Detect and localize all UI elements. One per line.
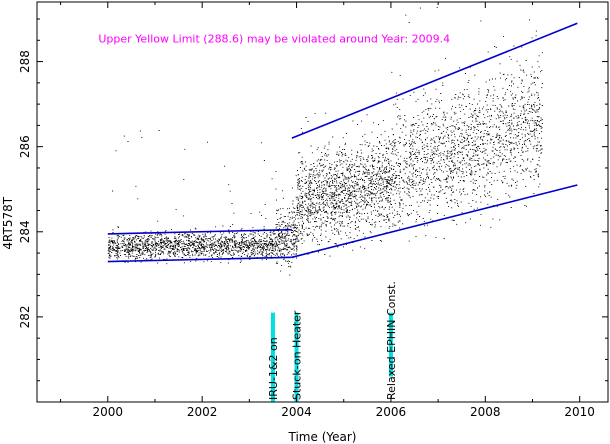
x-tick-label: 2008	[470, 405, 501, 419]
x-tick-label: 2010	[564, 405, 595, 419]
event-marker	[270, 312, 275, 402]
data-points	[107, 6, 543, 276]
y-tick-label: 282	[18, 305, 32, 328]
y-tick-label: 288	[18, 50, 32, 73]
y-tick-label: 286	[18, 135, 32, 158]
trend-line	[291, 184, 578, 259]
event-label: Stuck-on Heater	[291, 310, 304, 400]
plot-frame	[36, 1, 609, 403]
event-markers	[270, 312, 393, 402]
event-labels: IRU-1&2 on Stuck-on Heater Relaxed EPHIN C…	[267, 281, 398, 400]
trend-line	[107, 256, 292, 263]
x-axis-title: Time (Year)	[288, 430, 357, 444]
x-tick-label: 2002	[187, 405, 218, 419]
event-marker	[388, 312, 393, 377]
event-label: IRU-1&2 on	[267, 337, 280, 400]
event-marker	[294, 312, 299, 402]
warning-annotation: Upper Yellow Limit (288.6) may be violat…	[98, 32, 450, 45]
trend-line	[107, 228, 292, 235]
x-tick-label: 2004	[281, 405, 312, 419]
tick-labels: 2000 2002 2004 2006 2008 2010 282 284 286 288	[18, 50, 595, 419]
y-tick-label: 284	[18, 220, 32, 243]
trend-line	[291, 22, 578, 139]
event-label: Relaxed EPHIN Const.	[385, 281, 398, 400]
x-tick-label: 2000	[93, 405, 124, 419]
y-axis-title: 4RT578T	[1, 196, 15, 249]
scatter-points	[107, 6, 543, 276]
trend-lines	[107, 22, 578, 263]
x-tick-label: 2006	[376, 405, 407, 419]
